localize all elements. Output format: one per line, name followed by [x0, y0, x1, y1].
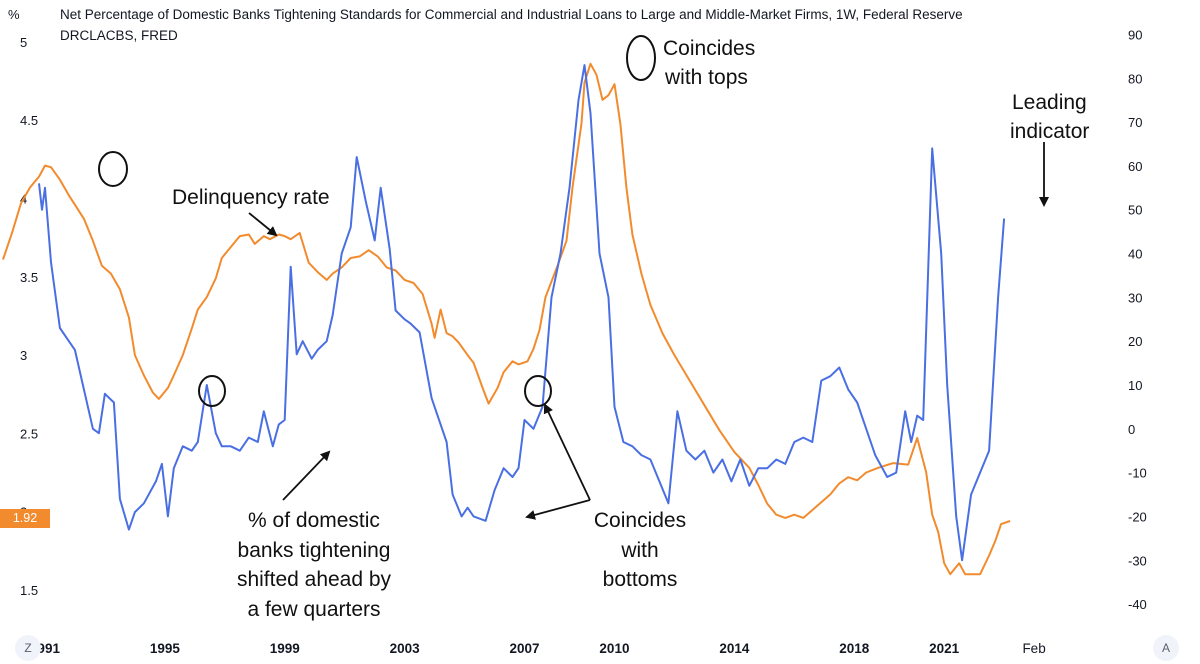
last-value-tag: 1.92	[0, 509, 50, 528]
left-tick-label: 3	[20, 348, 27, 363]
label-tightening-line2: banks tightening	[238, 539, 391, 562]
right-tick-label: 30	[1128, 290, 1142, 305]
label-tightening-line1: % of domestic	[248, 509, 380, 532]
right-tick-label: 70	[1128, 115, 1142, 130]
circle-1994-bottom	[198, 375, 226, 407]
right-tick-label: -10	[1128, 466, 1147, 481]
right-tick-label: -40	[1128, 597, 1147, 612]
x-tick-label: 2010	[599, 641, 629, 656]
left-tick-label: 4.5	[20, 113, 38, 128]
label-leading-line2: indicator	[1010, 120, 1089, 143]
annotation-arrows	[248, 142, 1049, 520]
x-tick-label: 1995	[150, 641, 181, 656]
bank-tightening-line	[38, 64, 1006, 562]
arrow-bottoms-2	[525, 499, 591, 520]
left-tick-label: 1.5	[20, 583, 38, 598]
arrow-delinquency	[248, 212, 278, 237]
label-bottoms-line2: with	[620, 539, 658, 562]
right-tick-label: 40	[1128, 247, 1142, 262]
x-tick-label: Feb	[1022, 641, 1045, 656]
label-delinquency-rate: Delinquency rate	[172, 186, 330, 209]
right-tick-label: 0	[1128, 422, 1135, 437]
delinquency-rate-line	[2, 62, 1011, 576]
right-tick-label: 80	[1128, 71, 1142, 86]
left-axis-unit: %	[8, 7, 20, 22]
x-tick-label: 2021	[929, 641, 960, 656]
chart-source: DRCLACBS, FRED	[60, 28, 178, 43]
x-tick-label: 2007	[510, 641, 540, 656]
label-bottoms-line1: Coincides	[594, 509, 686, 532]
right-tick-label: 10	[1128, 378, 1142, 393]
zoom-button[interactable]: Z	[15, 635, 41, 661]
x-tick-label: 2003	[390, 641, 421, 656]
x-axis: 1991 1995 1999 2003 2007 2010 2014 2018 2021 Feb	[30, 641, 1046, 656]
annotation-texts: Delinquency rate Coincides with tops Lea…	[172, 37, 1089, 621]
annotation-circles	[98, 35, 656, 407]
right-tick-label: 50	[1128, 203, 1142, 218]
right-tick-label: 60	[1128, 159, 1142, 174]
label-tops-line2: with tops	[664, 66, 748, 89]
right-tick-label: 20	[1128, 334, 1142, 349]
label-leading-line1: Leading	[1012, 91, 1087, 114]
x-tick-label: 2014	[719, 641, 750, 656]
circle-2006-bottom	[524, 375, 552, 407]
right-tick-label: -30	[1128, 553, 1147, 568]
left-tick-label: 2.5	[20, 426, 38, 441]
left-tick-label: 3.5	[20, 270, 38, 285]
label-tightening-line4: a few quarters	[247, 598, 380, 621]
circle-2009-top	[626, 35, 656, 81]
left-tick-label: 5	[20, 35, 27, 50]
arrow-bottoms-1	[543, 403, 591, 501]
arrow-tightening	[282, 450, 331, 501]
chart-title: Net Percentage of Domestic Banks Tighten…	[60, 7, 963, 22]
label-tightening-line3: shifted ahead by	[237, 568, 392, 591]
label-bottoms-line3: bottoms	[603, 568, 678, 591]
auto-scale-button[interactable]: A	[1153, 635, 1179, 661]
label-tops-line1: Coincides	[663, 37, 755, 60]
x-tick-label: 1999	[270, 641, 300, 656]
x-tick-label: 2018	[839, 641, 870, 656]
right-axis: 90 80 70 60 50 40 30 20 10 0 -10 -20 -30 -40	[1128, 27, 1147, 612]
right-tick-label: -20	[1128, 509, 1147, 524]
right-tick-label: 90	[1128, 27, 1142, 42]
circle-1990-top	[98, 151, 128, 187]
